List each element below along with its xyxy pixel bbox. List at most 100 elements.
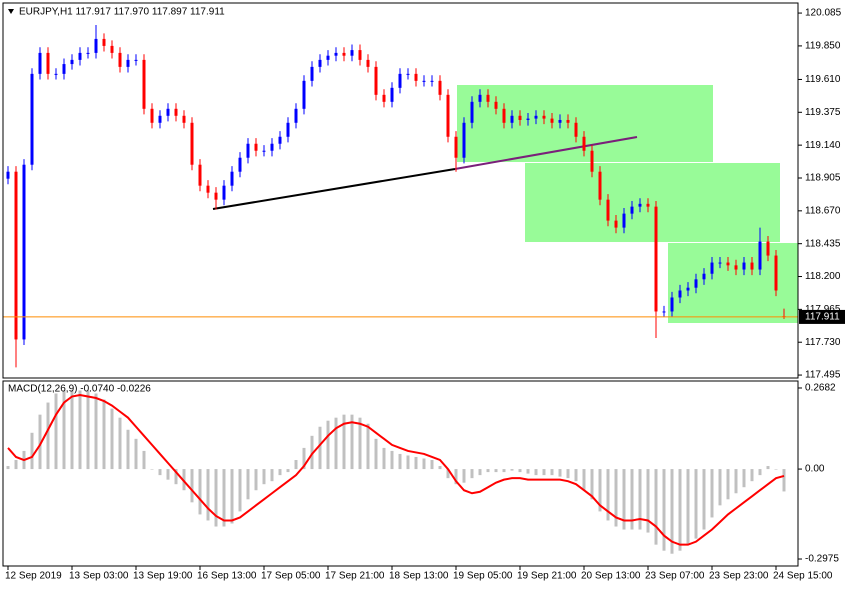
candle-body [334, 52, 338, 56]
macd-bar [638, 469, 642, 530]
candle-body [174, 108, 178, 116]
macd-bar [150, 469, 154, 470]
macd-bar [606, 469, 610, 521]
candle-body [686, 287, 690, 291]
candle-body [630, 206, 634, 214]
macd-bar [686, 469, 690, 545]
candle-body [502, 108, 506, 123]
plot-marks [3, 24, 798, 554]
macd-bar [158, 469, 162, 476]
candle-body [494, 101, 498, 109]
y-tick-label: 118.670 [805, 205, 841, 216]
macd-bar [30, 432, 34, 470]
macd-bar [526, 469, 530, 474]
macd-bar [438, 466, 442, 470]
candle-body [190, 122, 194, 165]
macd-bar [502, 469, 506, 473]
candle-body [406, 73, 410, 75]
macd-bar [478, 469, 482, 476]
macd-bar [566, 469, 570, 479]
menu-triangle[interactable] [8, 9, 14, 14]
candle-body [142, 59, 146, 109]
macd-bar [590, 469, 594, 500]
candle-body [510, 115, 514, 123]
candle-body [254, 143, 258, 151]
candle-body [718, 262, 722, 264]
macd-bar [542, 469, 546, 476]
macd-bar [334, 417, 338, 470]
macd-bar [390, 450, 394, 470]
macd-bar [366, 423, 370, 470]
candle-body [38, 52, 42, 74]
x-tick-label: 17 Sep 05:00 [261, 571, 321, 582]
candle-body [750, 262, 754, 270]
candle-body [574, 122, 578, 137]
candle-body [646, 203, 650, 207]
macd-bar [302, 447, 306, 470]
candle-body [438, 80, 442, 95]
candle-body [534, 115, 538, 119]
candle-body [222, 185, 226, 200]
candle-body [486, 94, 490, 102]
macd-bar [278, 469, 282, 476]
candle-body [294, 108, 298, 123]
candle-body [30, 73, 34, 165]
macd-bar [766, 466, 770, 470]
candle-body [70, 59, 74, 65]
candle-body [158, 115, 162, 123]
macd-bar [238, 469, 242, 512]
candle-body [358, 50, 362, 60]
main-panel-frame [2, 2, 799, 379]
x-tick-label: 23 Sep 07:00 [645, 571, 705, 582]
macd-bar [342, 414, 346, 470]
macd-bar [614, 469, 618, 527]
macd-bar [6, 466, 10, 470]
candle-body [302, 80, 306, 109]
macd-bar [174, 469, 178, 485]
macd-bar [654, 469, 658, 545]
candle-body [270, 143, 274, 151]
macd-bar [422, 458, 426, 470]
macd-panel-frame [2, 380, 799, 567]
candle-body [6, 171, 10, 179]
macd-bar [782, 469, 786, 492]
macd-bar [662, 469, 666, 551]
candle-body [382, 94, 386, 102]
candle-body [198, 164, 202, 186]
macd-bar [398, 453, 402, 470]
macd-bar [318, 426, 322, 470]
macd-bar [622, 469, 626, 530]
macd-bar [198, 469, 202, 515]
macd-bar [582, 469, 586, 491]
y-tick-label: 119.610 [805, 74, 841, 85]
macd-bar [678, 469, 682, 551]
candle-body [78, 52, 82, 60]
candle-body [742, 262, 746, 270]
candle-body [366, 59, 370, 67]
macd-bar [294, 460, 298, 470]
macd-bar [758, 469, 762, 476]
macd-bar [550, 469, 554, 476]
macd-bar [54, 393, 58, 470]
macd-bar [454, 469, 458, 485]
macd-bar [94, 393, 98, 470]
candle-body [758, 241, 762, 270]
macd-bar [494, 469, 498, 473]
candle-body [462, 122, 466, 158]
candle-body [662, 311, 666, 313]
y-tick-label: 118.200 [805, 271, 841, 282]
macd-bar [486, 469, 490, 473]
candle-body [310, 66, 314, 81]
candle-body [454, 136, 458, 158]
candle-body [422, 80, 426, 82]
x-tick-label: 16 Sep 13:00 [197, 571, 257, 582]
zone-rectangle [525, 163, 780, 242]
candle-body [678, 290, 682, 298]
macd-bar [358, 417, 362, 470]
macd-bar [62, 390, 66, 470]
macd-bar [142, 450, 146, 470]
candle-body [542, 115, 546, 119]
macd-bar [646, 469, 650, 533]
macd-bar [734, 469, 738, 494]
macd-bar [126, 429, 130, 470]
